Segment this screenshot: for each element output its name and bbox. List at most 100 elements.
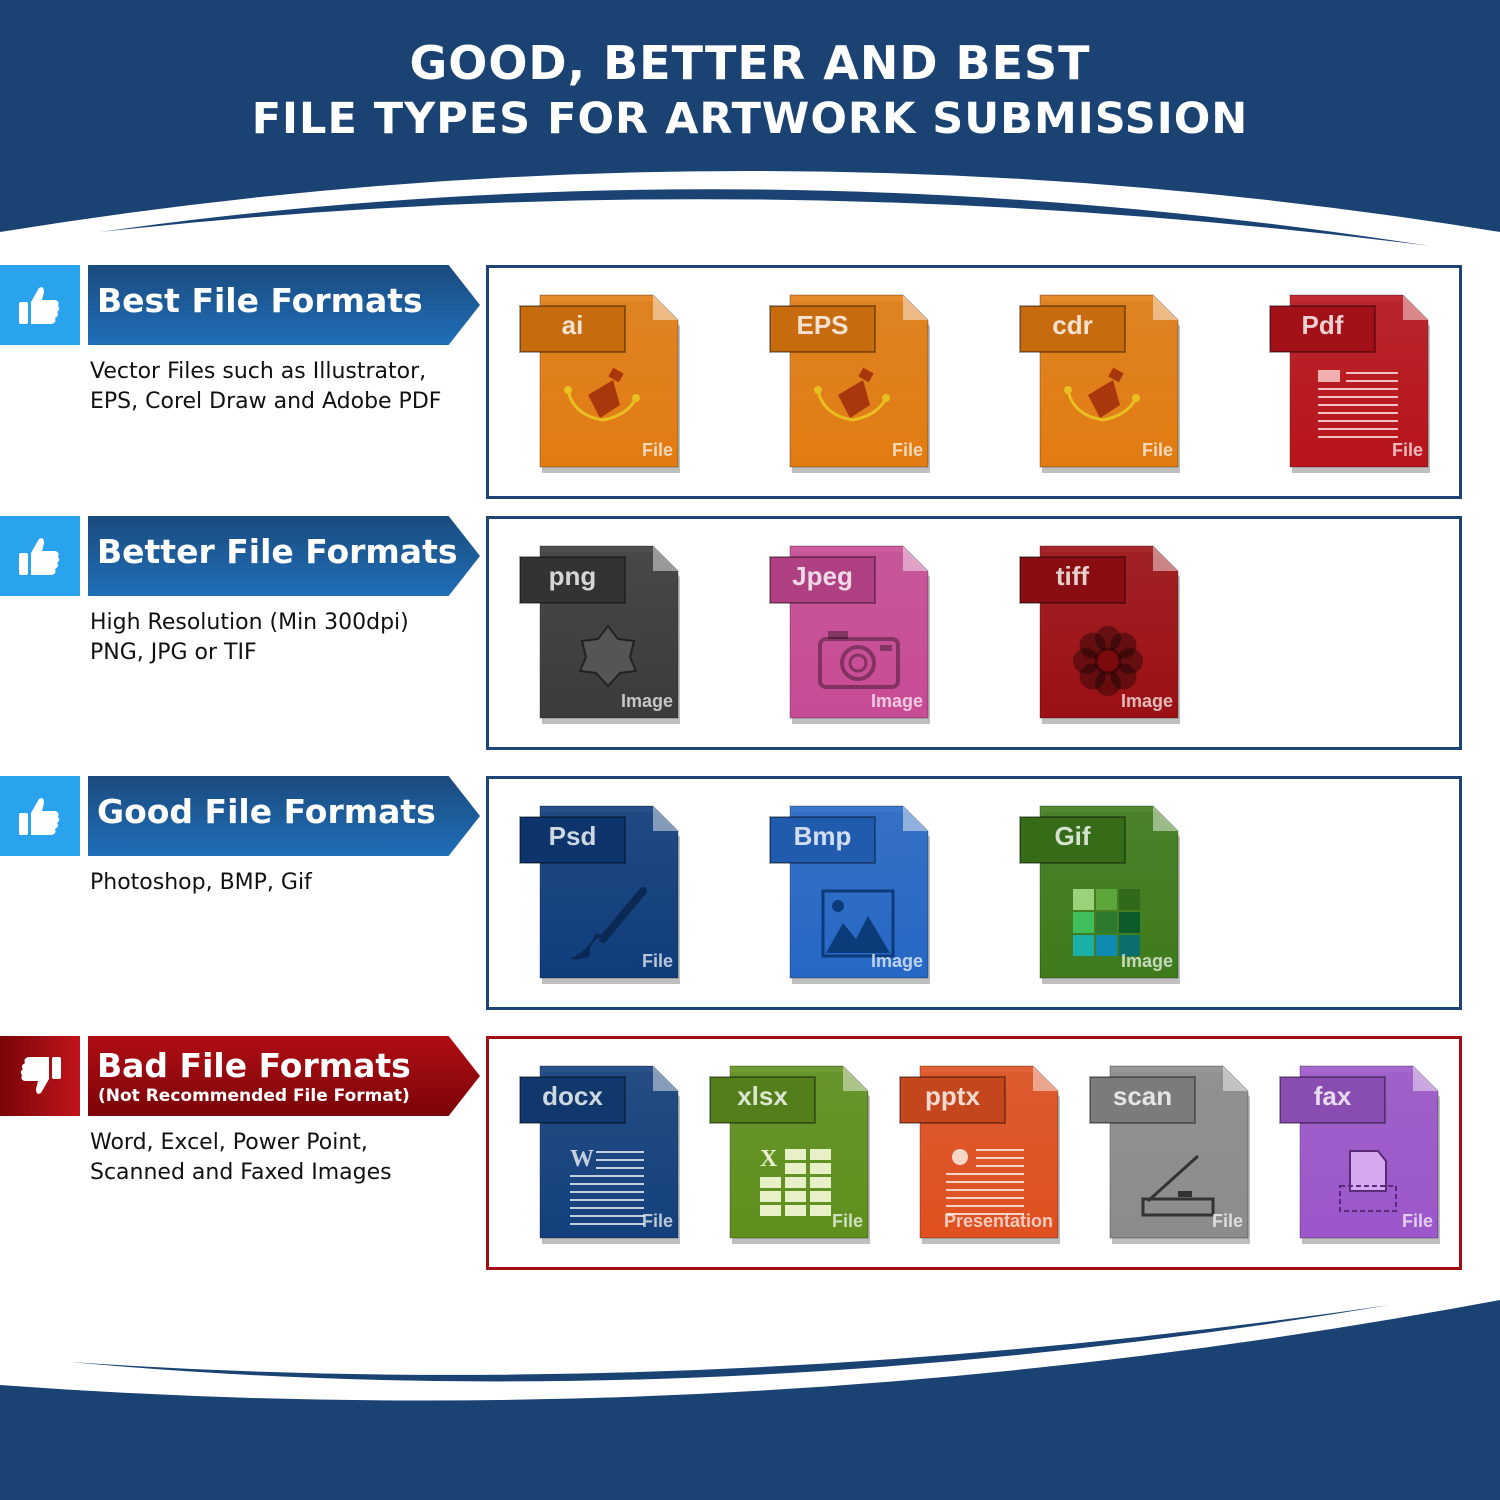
file-kind-label: File xyxy=(1391,440,1423,460)
file-icon-xlsx: X xlsx File xyxy=(708,1061,873,1246)
file-extension-label: cdr xyxy=(1052,310,1093,340)
file-icon-eps: EPS File xyxy=(768,290,933,475)
file-extension-label: Gif xyxy=(1054,821,1091,851)
brush-icon xyxy=(570,887,647,960)
file-extension-label: Pdf xyxy=(1301,310,1344,340)
thumbs-up-icon xyxy=(0,516,80,596)
section-description: Vector Files such as Illustrator, EPS, C… xyxy=(90,359,442,414)
page-title-line2: FILE TYPES FOR ARTWORK SUBMISSION xyxy=(251,94,1249,144)
section-banner: Better File Formats xyxy=(88,516,480,596)
thumbs-down-icon xyxy=(0,1036,80,1116)
section-title: Bad File Formats xyxy=(97,1046,411,1085)
file-extension-label: Psd xyxy=(548,821,597,851)
section-description: High Resolution (Min 300dpi) PNG, JPG or… xyxy=(90,610,409,665)
file-icon-ai: ai File xyxy=(518,290,683,475)
file-icon-gif: Gif Image xyxy=(1018,801,1183,986)
file-extension-label: tiff xyxy=(1055,561,1090,591)
file-type-icon-ai xyxy=(519,294,680,473)
file-extension-label: pptx xyxy=(925,1081,980,1111)
file-extension-label: scan xyxy=(1112,1081,1173,1111)
thumbs-up-icon xyxy=(0,776,80,856)
file-icon-cdr: cdr File xyxy=(1018,290,1183,475)
file-kind-label: Image xyxy=(1120,691,1173,711)
file-kind-label: File xyxy=(1401,1211,1433,1231)
file-type-icon-jpeg xyxy=(769,545,930,724)
file-type-icon-png xyxy=(519,545,680,724)
file-icon-pdf: Pdf File xyxy=(1268,290,1433,475)
file-icon-pptx: pptx Presentation xyxy=(898,1061,1063,1246)
file-type-icon-scan xyxy=(1089,1065,1250,1244)
file-icons-panel: W docx File X xlsx File pptx Presentatio… xyxy=(486,1036,1462,1270)
file-icon-psd: Psd File xyxy=(518,801,683,986)
pen-tool-icon xyxy=(1064,367,1140,422)
file-icons-panel: Psd File Bmp Image Gif Image xyxy=(486,776,1462,1010)
file-extension-label: fax xyxy=(1313,1081,1352,1111)
section-subtitle: (Not Recommended File Format) xyxy=(98,1086,410,1106)
file-kind-label: Image xyxy=(870,951,923,971)
section-title: Good File Formats xyxy=(97,792,436,831)
file-kind-label: File xyxy=(641,951,673,971)
top-swoosh xyxy=(100,189,1430,246)
file-type-icon-docx: W xyxy=(519,1065,680,1244)
file-kind-label: Image xyxy=(870,691,923,711)
file-extension-label: EPS xyxy=(796,310,849,340)
file-extension-label: docx xyxy=(542,1081,603,1111)
file-icon-scan: scan File xyxy=(1088,1061,1253,1246)
file-icon-fax: fax File xyxy=(1278,1061,1443,1246)
file-type-icon-pptx xyxy=(899,1065,1060,1244)
pen-tool-icon xyxy=(564,367,640,422)
file-icons-panel: png Image Jpeg Image tiff Image xyxy=(486,516,1462,750)
flower-icon xyxy=(1073,626,1143,696)
section-banner: Bad File Formats (Not Recommended File F… xyxy=(88,1036,480,1116)
file-kind-label: File xyxy=(1211,1211,1243,1231)
thumbs-up-icon xyxy=(0,265,80,345)
file-extension-label: png xyxy=(548,561,597,591)
file-type-icon-psd xyxy=(519,805,680,984)
word-doc-icon: W xyxy=(570,1146,644,1225)
page-title-line1: GOOD, BETTER AND BEST xyxy=(409,36,1091,90)
svg-text:W: W xyxy=(570,1146,594,1172)
pen-tool-icon xyxy=(814,367,890,422)
scanner-icon xyxy=(1141,1154,1215,1217)
file-extension-label: Jpeg xyxy=(792,561,853,591)
section-title: Best File Formats xyxy=(97,281,423,320)
file-icons-panel: ai File EPS File cdr File Pdf File xyxy=(486,265,1462,499)
file-type-icon-cdr xyxy=(1019,294,1180,473)
file-extension-label: ai xyxy=(561,310,584,340)
section-banner: Best File Formats xyxy=(88,265,480,345)
file-extension-label: xlsx xyxy=(737,1081,788,1111)
picture-icon xyxy=(821,889,895,958)
section-description: Photoshop, BMP, Gif xyxy=(90,870,312,895)
svg-text:X: X xyxy=(760,1146,778,1172)
section-banner: Good File Formats xyxy=(88,776,480,856)
file-icon-jpeg: Jpeg Image xyxy=(768,541,933,726)
file-type-icon-pdf xyxy=(1269,294,1430,473)
file-icon-png: png Image xyxy=(518,541,683,726)
file-icon-tiff: tiff Image xyxy=(1018,541,1183,726)
file-icon-docx: W docx File xyxy=(518,1061,683,1246)
file-kind-label: File xyxy=(1141,440,1173,460)
file-kind-label: File xyxy=(641,1211,673,1231)
section-title: Better File Formats xyxy=(97,532,458,571)
file-extension-label: Bmp xyxy=(793,821,852,851)
file-type-icon-eps xyxy=(769,294,930,473)
file-kind-label: File xyxy=(641,440,673,460)
file-type-icon-bmp xyxy=(769,805,930,984)
file-type-icon-fax xyxy=(1279,1065,1440,1244)
file-kind-label: Presentation xyxy=(943,1211,1053,1231)
color-grid-icon xyxy=(1073,889,1140,956)
file-type-icon-tiff xyxy=(1019,545,1180,724)
file-kind-label: Image xyxy=(1120,951,1173,971)
file-kind-label: File xyxy=(831,1211,863,1231)
file-type-icon-xlsx: X xyxy=(709,1065,870,1244)
presentation-icon xyxy=(946,1149,1024,1215)
file-kind-label: File xyxy=(891,440,923,460)
camera-icon xyxy=(818,631,900,689)
section-description: Word, Excel, Power Point, Scanned and Fa… xyxy=(90,1130,392,1185)
spreadsheet-icon: X xyxy=(760,1146,831,1216)
file-icon-bmp: Bmp Image xyxy=(768,801,933,986)
file-kind-label: Image xyxy=(620,691,673,711)
document-lines-icon xyxy=(1318,370,1398,438)
fax-icon xyxy=(1339,1150,1397,1212)
